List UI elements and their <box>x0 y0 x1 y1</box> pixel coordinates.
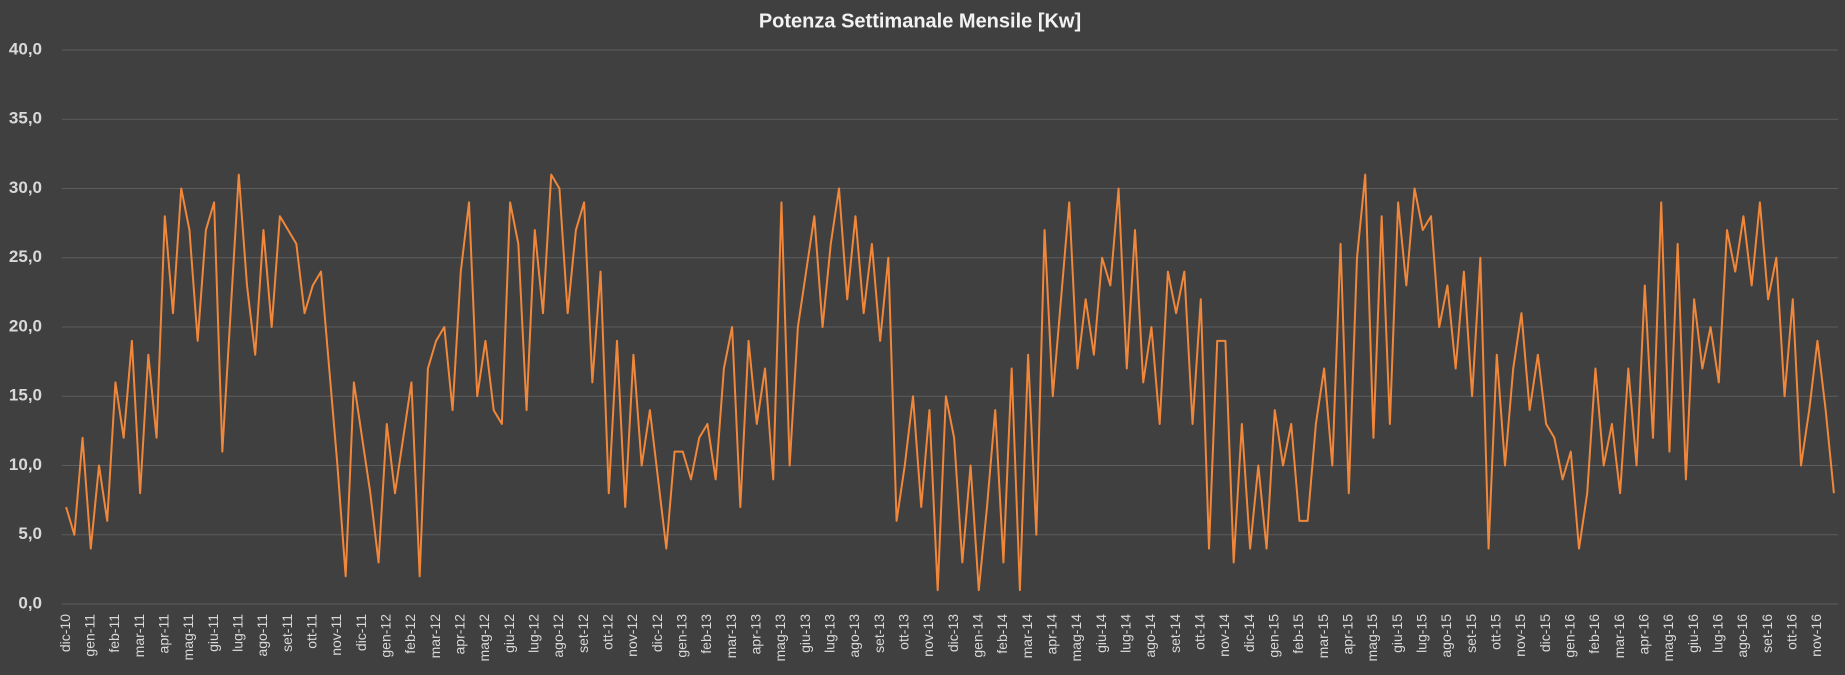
x-tick-label: feb-16 <box>1586 614 1602 654</box>
x-tick-label: mar-16 <box>1611 614 1627 659</box>
y-tick-label: 0,0 <box>18 593 42 612</box>
x-tick-label: mag-15 <box>1364 614 1380 662</box>
data-line <box>65 173 1835 592</box>
x-tick-label: mag-14 <box>1068 614 1084 662</box>
y-tick-label: 5,0 <box>18 524 42 543</box>
x-tick-label: dic-15 <box>1537 614 1553 652</box>
x-tick-label: gen-15 <box>1265 614 1281 658</box>
x-tick-label: apr-15 <box>1339 614 1355 655</box>
x-tick-label: apr-11 <box>155 614 171 654</box>
x-tick-label: apr-16 <box>1635 614 1651 655</box>
x-tick-label: mar-15 <box>1315 614 1331 659</box>
x-tick-label: nov-11 <box>328 614 344 656</box>
x-tick-label: mar-13 <box>723 614 739 659</box>
x-tick-label: dic-10 <box>57 614 73 652</box>
x-tick-label: dic-12 <box>649 614 665 652</box>
x-tick-label: set-15 <box>1463 614 1479 653</box>
x-tick-label: mar-12 <box>427 614 443 659</box>
x-tick-label: set-12 <box>575 614 591 653</box>
x-tick-label: mar-14 <box>1019 614 1035 659</box>
x-tick-label: lug-12 <box>525 614 541 653</box>
x-tick-label: set-13 <box>871 614 887 653</box>
x-tick-label: gen-12 <box>377 614 393 658</box>
x-tick-label: apr-12 <box>451 614 467 655</box>
x-tick-label: ott-13 <box>895 614 911 650</box>
x-tick-label: lug-13 <box>821 614 837 653</box>
x-tick-label: giu-11 <box>205 614 221 652</box>
x-tick-label: mar-11 <box>131 614 147 658</box>
x-tick-label: dic-13 <box>945 614 961 652</box>
x-tick-label: ott-14 <box>1191 614 1207 650</box>
x-tick-label: nov-12 <box>624 614 640 657</box>
x-tick-label: feb-14 <box>994 614 1010 654</box>
x-tick-label: ott-12 <box>599 614 615 650</box>
x-tick-label: gen-14 <box>969 614 985 658</box>
y-tick-label: 30,0 <box>9 178 42 197</box>
x-tick-label: lug-16 <box>1709 614 1725 653</box>
x-tick-label: lug-11 <box>229 614 245 652</box>
x-tick-label: gen-16 <box>1561 614 1577 658</box>
y-tick-label: 25,0 <box>9 247 42 266</box>
x-tick-label: lug-14 <box>1117 614 1133 653</box>
x-tick-label: mag-11 <box>180 614 196 661</box>
x-tick-label: ott-16 <box>1783 614 1799 650</box>
x-tick-label: ott-15 <box>1487 614 1503 650</box>
x-tick-label: mag-13 <box>772 614 788 662</box>
y-tick-label: 20,0 <box>9 316 42 335</box>
x-tick-label: set-11 <box>279 614 295 652</box>
x-tick-label: nov-13 <box>920 614 936 657</box>
chart-title: Potenza Settimanale Mensile [Kw] <box>759 10 1081 32</box>
x-tick-label: set-16 <box>1759 614 1775 653</box>
x-tick-label: mag-16 <box>1660 614 1676 662</box>
x-tick-label: nov-14 <box>1216 614 1232 657</box>
x-tick-label: feb-15 <box>1290 614 1306 654</box>
y-tick-label: 40,0 <box>9 39 42 58</box>
x-tick-label: set-14 <box>1167 614 1183 653</box>
x-tick-label: gen-11 <box>81 614 97 657</box>
x-tick-label: dic-11 <box>353 614 369 651</box>
x-tick-label: ago-12 <box>550 614 566 658</box>
x-tick-label: ago-11 <box>254 614 270 657</box>
x-tick-label: gen-13 <box>673 614 689 658</box>
x-tick-label: ago-15 <box>1438 614 1454 658</box>
x-tick-label: feb-12 <box>402 614 418 654</box>
x-tick-label: dic-14 <box>1241 614 1257 652</box>
x-tick-label: apr-13 <box>747 614 763 655</box>
x-tick-label: mag-12 <box>476 614 492 662</box>
x-tick-label: apr-14 <box>1043 614 1059 655</box>
x-tick-label: ago-13 <box>846 614 862 658</box>
x-tick-label: giu-14 <box>1093 614 1109 653</box>
y-tick-label: 15,0 <box>9 386 42 405</box>
y-tick-label: 35,0 <box>9 109 42 128</box>
x-tick-label: ago-14 <box>1142 614 1158 658</box>
x-tick-label: giu-13 <box>797 614 813 653</box>
x-tick-label: nov-16 <box>1808 614 1824 657</box>
x-tick-label: nov-15 <box>1512 614 1528 657</box>
y-tick-label: 10,0 <box>9 455 42 474</box>
x-tick-label: ott-11 <box>303 614 319 649</box>
x-tick-label: ago-16 <box>1734 614 1750 658</box>
x-tick-label: giu-16 <box>1685 614 1701 653</box>
x-tick-label: feb-11 <box>106 614 122 653</box>
x-tick-label: lug-15 <box>1413 614 1429 653</box>
x-tick-label: giu-12 <box>501 614 517 653</box>
x-tick-label: giu-15 <box>1389 614 1405 653</box>
x-tick-label: feb-13 <box>698 614 714 654</box>
